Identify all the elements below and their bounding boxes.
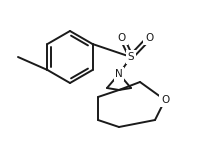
Text: N: N <box>115 69 123 79</box>
Text: O: O <box>161 95 169 105</box>
Text: O: O <box>118 33 126 43</box>
Text: O: O <box>145 33 153 43</box>
Text: S: S <box>128 52 134 62</box>
